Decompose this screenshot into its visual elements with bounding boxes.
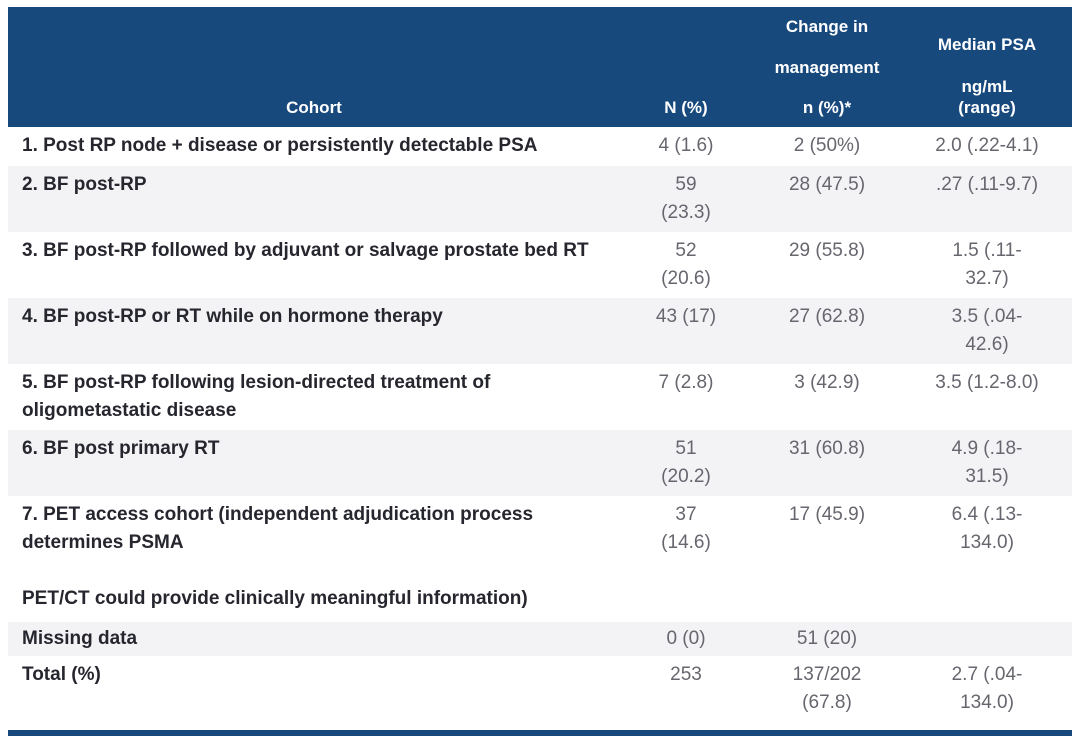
change-cell: 2 (50%): [793, 135, 861, 156]
change-cell: 28 (47.5): [788, 174, 866, 195]
header-cell-cohort: Cohort: [8, 7, 620, 127]
table-header-row: Cohort N (%) Change in management n (%)*…: [8, 7, 1072, 127]
cohort-cell: 3. BF post-RP followed by adjuvant or sa…: [22, 240, 589, 261]
psa-cell: 2.7 (.04- 134.0): [951, 664, 1023, 713]
change-cell: 27 (62.8): [788, 306, 866, 327]
cohort-cell: 5. BF post-RP following lesion-directed …: [22, 372, 491, 421]
change-cell: 137/202 (67.8): [792, 664, 862, 713]
n-cell: 52 (20.6): [661, 240, 711, 289]
header-cell-median-psa: Median PSA ng/mL (range): [902, 7, 1072, 127]
table-row: 4. BF post-RP or RT while on hormone the…: [8, 298, 1072, 364]
psa-cell: 6.4 (.13- 134.0): [951, 504, 1023, 553]
change-cell: 29 (55.8): [788, 240, 866, 261]
psa-cell: 3.5 (.04- 42.6): [951, 306, 1023, 355]
n-cell: 4 (1.6): [658, 135, 714, 156]
header-label-psa-line2: ng/mL: [961, 77, 1013, 96]
header-cell-n: N (%): [620, 7, 752, 127]
change-cell: 31 (60.8): [788, 438, 866, 459]
change-cell: 3 (42.9): [794, 372, 860, 393]
cohort-cell: 6. BF post primary RT: [22, 438, 220, 459]
table-row: 7. PET access cohort (independent adjudi…: [8, 496, 1072, 622]
cohort-cell: 4. BF post-RP or RT while on hormone the…: [22, 306, 443, 327]
psa-cell: .27 (.11-9.7): [935, 174, 1039, 195]
psa-cell: [902, 622, 1072, 656]
header-label-change-line3: n (%)*: [802, 98, 852, 117]
n-cell: 253: [670, 664, 702, 685]
table-row: 2. BF post-RP 59 (23.3) 28 (47.5) .27 (.…: [8, 166, 1072, 232]
table-row: 1. Post RP node + disease or persistentl…: [8, 127, 1072, 166]
table-row: 3. BF post-RP followed by adjuvant or sa…: [8, 232, 1072, 298]
cohort-cell: 2. BF post-RP: [22, 174, 147, 195]
cohort-cell: Total (%): [22, 664, 101, 685]
header-label-change-line2: management: [774, 57, 880, 77]
cohort-cell: 7. PET access cohort (independent adjudi…: [22, 504, 534, 609]
psa-cell: 1.5 (.11- 32.7): [952, 240, 1022, 289]
n-cell: 43 (17): [655, 306, 717, 327]
psa-cell: 3.5 (1.2-8.0): [935, 372, 1039, 393]
n-cell: 51 (20.2): [661, 438, 711, 487]
header-label-psa-line3: (range): [958, 98, 1016, 117]
header-label-change-line1: Change in: [785, 17, 869, 36]
n-cell: 0 (0): [666, 628, 706, 649]
table-row: 6. BF post primary RT 51 (20.2) 31 (60.8…: [8, 430, 1072, 496]
n-cell: 7 (2.8): [658, 372, 714, 393]
change-cell: 51 (20): [796, 628, 858, 649]
psa-cell: 2.0 (.22-4.1): [935, 135, 1039, 156]
cohort-cell: Missing data: [22, 628, 138, 649]
table-row: 5. BF post-RP following lesion-directed …: [8, 364, 1072, 430]
cohort-table: Cohort N (%) Change in management n (%)*…: [8, 7, 1072, 736]
cohort-cell: 1. Post RP node + disease or persistentl…: [22, 135, 538, 156]
n-cell: 59 (23.3): [661, 174, 711, 223]
table-bottom-border: [8, 730, 1072, 736]
psa-cell: 4.9 (.18- 31.5): [951, 438, 1023, 487]
header-label-cohort: Cohort: [286, 98, 342, 117]
table-row: Total (%) 253 137/202 (67.8) 2.7 (.04- 1…: [8, 656, 1072, 728]
n-cell: 37 (14.6): [661, 504, 711, 553]
table-row: Missing data 0 (0) 51 (20): [8, 622, 1072, 656]
change-cell: 17 (45.9): [788, 504, 866, 525]
header-cell-change-in-management: Change in management n (%)*: [752, 7, 902, 127]
header-label-psa-line1: Median PSA: [937, 35, 1037, 54]
header-label-n: N (%): [664, 98, 708, 117]
